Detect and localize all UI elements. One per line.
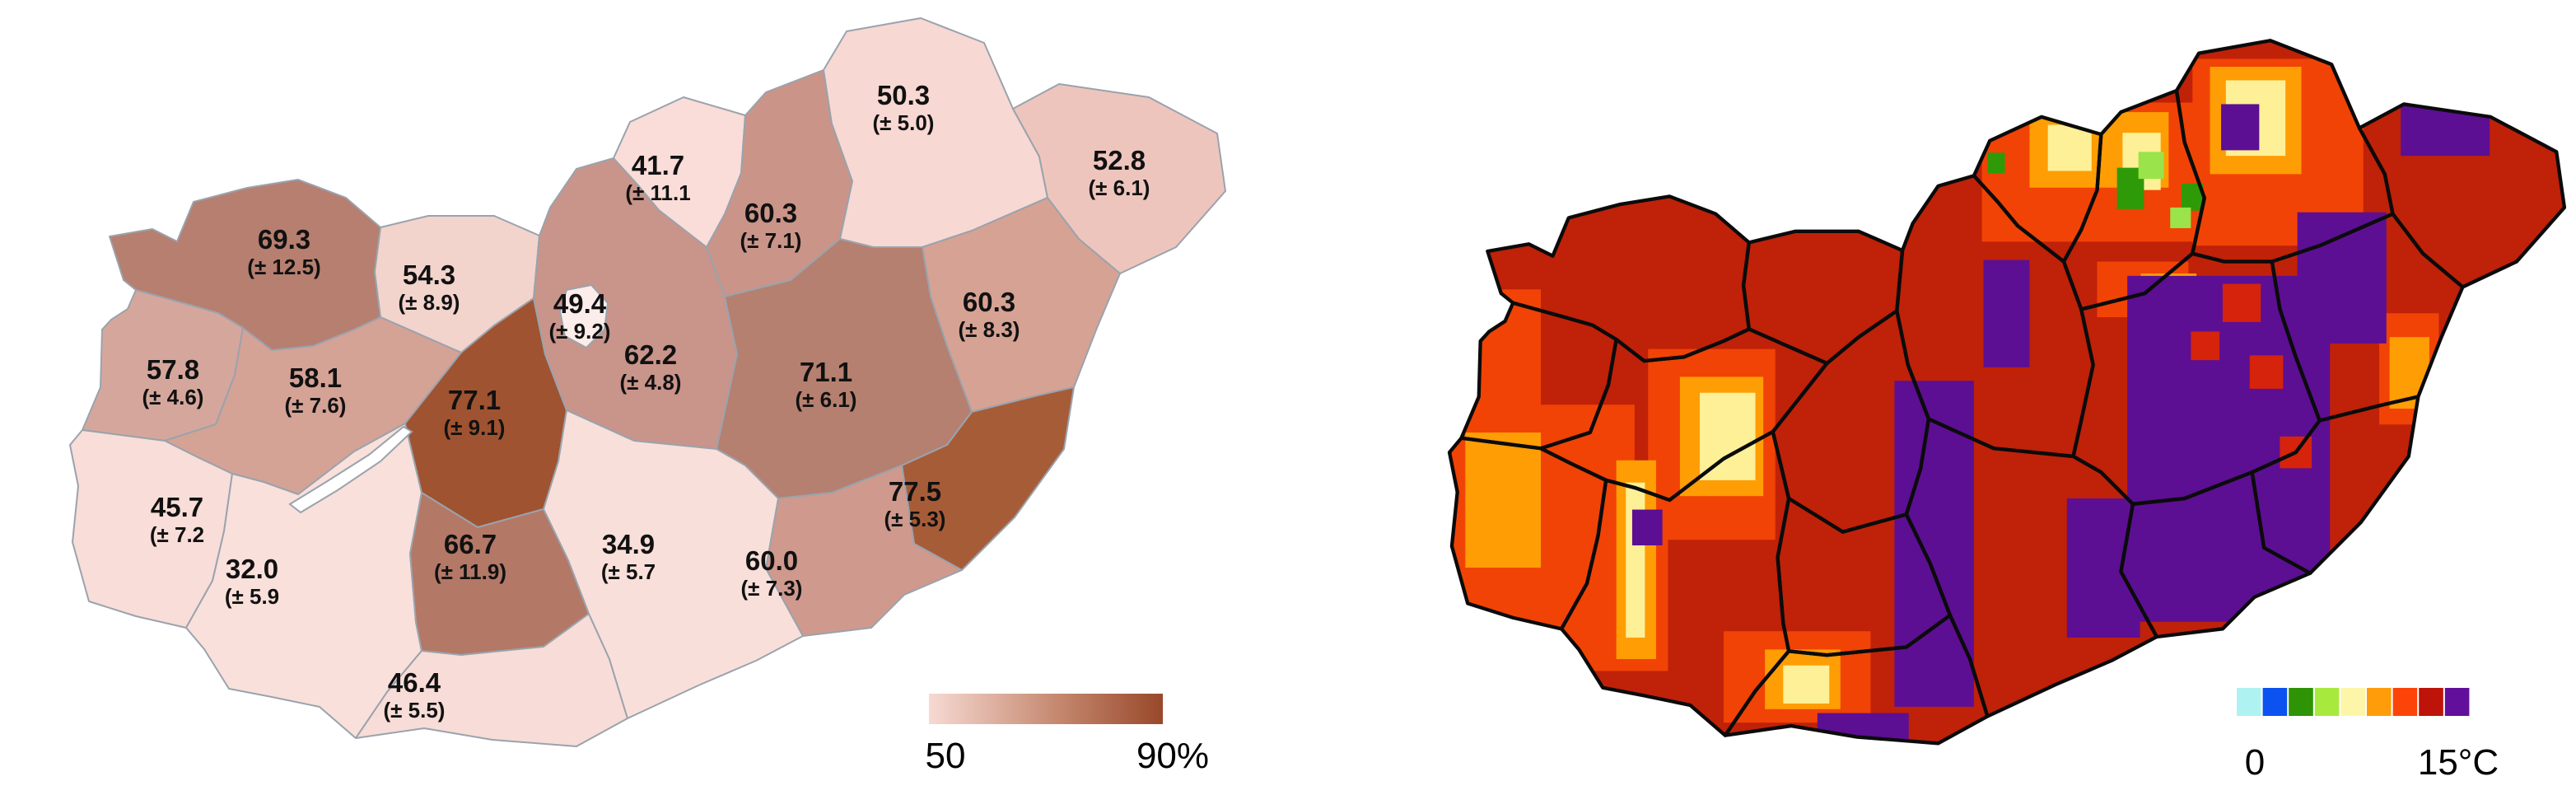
county-value-label: 60.3 — [963, 287, 1015, 317]
temp-legend-swatch — [2262, 688, 2288, 716]
temp-legend-swatch — [2419, 688, 2443, 716]
raster-patch — [2066, 498, 2140, 638]
county-bacs-kiskun — [543, 409, 804, 719]
county-ci-label: (± 6.1) — [796, 387, 857, 412]
county-ci-label: (± 7.1) — [740, 228, 802, 253]
county-value-label: 32.0 — [226, 554, 278, 584]
raster-patch — [2297, 212, 2387, 344]
raster-patch — [2138, 152, 2164, 180]
county-value-label: 71.1 — [800, 357, 852, 387]
raster-patch — [2170, 207, 2191, 228]
raster-patch — [1700, 392, 1756, 480]
county-value-label: 45.7 — [151, 492, 203, 522]
raster-patch — [2249, 355, 2284, 389]
county-value-label: 54.3 — [403, 260, 455, 290]
county-ci-label: (± 5.5) — [384, 698, 446, 722]
county-value-label: 66.7 — [444, 529, 497, 559]
county-ci-label: (± 8.3) — [959, 317, 1020, 342]
raster-patch — [1783, 665, 1830, 704]
temp-legend-max-label: 15°C — [2418, 742, 2499, 783]
raster-patch — [2191, 331, 2220, 361]
county-ci-label: (± 8.9) — [399, 290, 460, 315]
county-baranya — [355, 613, 628, 747]
county-ci-label: (± 7.6) — [285, 393, 347, 418]
county-ci-label: (± 4.6) — [142, 385, 204, 409]
raster-patch — [1626, 482, 1645, 638]
temp-legend-swatch — [2367, 688, 2392, 716]
county-value-label: 46.4 — [388, 667, 441, 698]
legend-max-label: 90% — [1136, 736, 1209, 776]
county-ci-label: (± 5.7 — [601, 559, 656, 584]
county-ci-label: (± 5.0) — [873, 110, 935, 135]
temp-legend-swatch — [2444, 688, 2470, 716]
raster-patch — [1987, 152, 2005, 174]
county-value-label: 77.1 — [448, 385, 501, 415]
legend-min-label: 50 — [926, 736, 966, 776]
temperature-map-panel — [1412, 39, 2567, 746]
county-ci-label: (± 5.9 — [225, 584, 279, 609]
raster-patch — [2222, 283, 2261, 322]
county-value-label: 60.0 — [745, 545, 798, 576]
county-labels: 69.3(± 12.5) 54.3(± 8.9)57.8(± 4.6)58.1(±… — [142, 80, 1150, 722]
county-ci-label: (± 12.5) — [247, 255, 320, 279]
temp-legend-min-label: 0 — [2245, 742, 2265, 783]
raster-patch — [1412, 247, 1425, 261]
county-value-label: 60.3 — [744, 198, 797, 228]
county-ci-label: (± 4.8) — [620, 370, 682, 395]
county-ci-label: (± 5.3) — [884, 507, 946, 531]
county-value-label: 62.2 — [624, 339, 677, 370]
county-value-label: 57.8 — [147, 354, 199, 385]
county-szabolcs-szatmar-bereg — [1012, 83, 1226, 274]
percentage-legend: 50 90% — [926, 694, 1209, 776]
raster-patch — [2401, 88, 2490, 157]
choropleth-map-panel: 69.3(± 12.5) 54.3(± 8.9)57.8(± 4.6)58.1(±… — [69, 17, 1226, 776]
raster-patch — [1894, 381, 1974, 707]
temp-legend-swatch — [2392, 688, 2418, 716]
temp-legend-swatch — [2289, 688, 2313, 716]
temp-legend-swatch — [2237, 688, 2261, 716]
county-ci-label: (± 7.2 — [150, 522, 204, 547]
county-value-label: 58.1 — [289, 362, 342, 393]
raster-patch — [1465, 432, 1541, 568]
county-ci-label: (± 11.9) — [434, 559, 506, 584]
county-ci-label: (± 9.2) — [549, 319, 611, 344]
county-budapest — [559, 284, 609, 348]
right-county-borders — [1447, 39, 2567, 746]
county-value-label: 34.9 — [602, 529, 655, 559]
gradient-bar — [929, 694, 1163, 724]
county-ci-label: (± 9.1) — [444, 415, 506, 440]
raster-patch — [1983, 260, 2030, 367]
county-ci-label: (± 11.1 — [625, 180, 690, 205]
county-value-label: 77.5 — [889, 476, 941, 507]
county-value-label: 49.4 — [553, 288, 607, 319]
raster-patch — [2047, 124, 2092, 171]
raster-patch — [1631, 509, 1663, 546]
raster-patch — [2221, 104, 2260, 151]
lake-balaton — [288, 425, 413, 514]
county-value-label: 69.3 — [258, 224, 310, 255]
temperature-legend-swatches — [2237, 688, 2470, 716]
county-ci-label: (± 7.3) — [741, 576, 803, 601]
temp-legend-swatch — [2340, 688, 2365, 716]
county-value-label: 50.3 — [877, 80, 930, 110]
county-value-label: 52.8 — [1093, 145, 1146, 175]
temperature-legend: 0 15°C — [2237, 688, 2499, 783]
county-ci-label: (± 6.1) — [1089, 175, 1150, 200]
temp-legend-swatch — [2314, 688, 2340, 716]
county-value-label: 41.7 — [632, 150, 684, 180]
